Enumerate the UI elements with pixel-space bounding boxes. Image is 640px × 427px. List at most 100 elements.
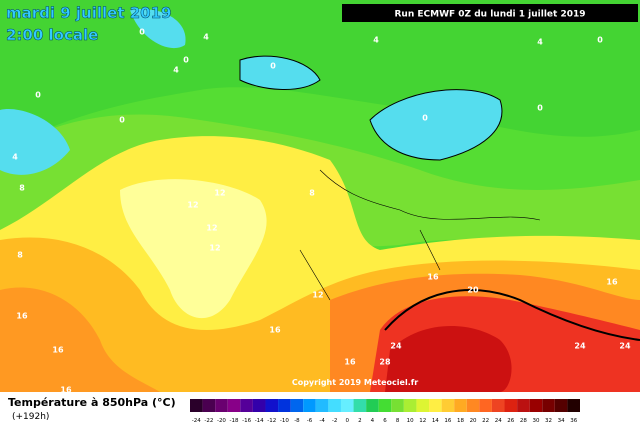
contour-label: 24 bbox=[390, 342, 402, 351]
legend-subtitle: (+192h) bbox=[12, 412, 49, 422]
scale-label: -2 bbox=[332, 418, 337, 424]
scale-label: -4 bbox=[319, 418, 325, 424]
scale-label: 20 bbox=[470, 418, 477, 424]
contour-label: 12 bbox=[187, 201, 198, 210]
scale-label: 0 bbox=[346, 418, 350, 424]
map bbox=[0, 0, 640, 392]
scale-swatch bbox=[227, 399, 241, 412]
scale-label: -14 bbox=[255, 418, 264, 424]
scale-swatch bbox=[567, 399, 580, 412]
contour-label: 0 bbox=[597, 36, 603, 45]
scale-label: 26 bbox=[507, 418, 514, 424]
time: 2:00 locale bbox=[6, 26, 98, 44]
contour-label: 24 bbox=[574, 342, 586, 351]
scale-label: 28 bbox=[520, 418, 527, 424]
scale-swatch bbox=[340, 399, 354, 412]
scale-swatch bbox=[491, 399, 505, 412]
scale-label: 18 bbox=[457, 418, 464, 424]
contour-label: 4 bbox=[373, 36, 379, 45]
scale-label: -22 bbox=[204, 418, 213, 424]
scale-swatch bbox=[517, 399, 530, 412]
scale-label: 34 bbox=[558, 418, 565, 424]
scale-label: -16 bbox=[242, 418, 251, 424]
scale-swatch bbox=[454, 399, 467, 412]
contour-label: 0 bbox=[139, 28, 145, 37]
contour-label: 16 bbox=[52, 346, 64, 355]
color-scale: -24 -22 -20 -18 -16 -14 -12 -10 -8 -6 -4 -2 0 2 4 6 8 10 1… bbox=[190, 399, 580, 424]
contour-label: 16 bbox=[269, 326, 281, 335]
contour-label: 4 bbox=[12, 153, 18, 162]
scale-label: -12 bbox=[267, 418, 276, 424]
scale-swatch bbox=[240, 399, 253, 412]
contour-label: 4 bbox=[173, 66, 179, 75]
contour-label: 16 bbox=[606, 278, 618, 287]
scale-label: 16 bbox=[444, 418, 451, 424]
scale-label: 22 bbox=[482, 418, 489, 424]
run-box bbox=[342, 4, 638, 22]
scale-label: 12 bbox=[419, 418, 426, 424]
contour-label: 0 bbox=[422, 114, 428, 123]
scale-label: 14 bbox=[432, 418, 439, 424]
scale-swatch bbox=[252, 399, 266, 412]
contour-label: 0 bbox=[537, 104, 543, 113]
contour-label: 16 bbox=[344, 358, 356, 367]
copyright: Copyright 2019 Meteociel.fr bbox=[292, 378, 418, 387]
scale-swatch bbox=[378, 399, 392, 412]
contour-label: 16 bbox=[427, 273, 439, 282]
scale-label: 6 bbox=[383, 418, 387, 424]
scale-label: 2 bbox=[358, 418, 362, 424]
contour-label: 20 bbox=[467, 286, 479, 295]
scale-swatch bbox=[429, 399, 442, 412]
contour-label: 0 bbox=[183, 56, 189, 65]
scale-label: 24 bbox=[495, 418, 502, 424]
scale-swatch bbox=[353, 399, 367, 412]
contour-label: 12 bbox=[312, 291, 323, 300]
contour-label: 12 bbox=[209, 244, 220, 253]
contour-label: 16 bbox=[16, 312, 28, 321]
scale-label: 10 bbox=[407, 418, 414, 424]
contour-label: 28 bbox=[379, 358, 391, 367]
scale-swatch bbox=[303, 399, 316, 412]
scale-label: -10 bbox=[280, 418, 289, 424]
scale-swatch bbox=[403, 399, 417, 412]
scale-swatch bbox=[366, 399, 379, 412]
scale-swatch bbox=[215, 399, 228, 412]
scale-swatch bbox=[554, 399, 568, 412]
contour-label: 8 bbox=[19, 184, 25, 193]
date: mardi 9 juillet 2019 bbox=[6, 4, 171, 22]
contour-label: 16 bbox=[60, 386, 72, 395]
scale-swatch bbox=[190, 399, 203, 412]
contour-label: 0 bbox=[119, 116, 125, 125]
scale-swatch bbox=[542, 399, 555, 412]
scale-swatch bbox=[391, 399, 404, 412]
scale-label: 36 bbox=[570, 418, 577, 424]
scale-label: -24 bbox=[192, 418, 201, 424]
contour-label: 24 bbox=[619, 342, 631, 351]
contour-label: 8 bbox=[17, 251, 23, 260]
scale-swatch bbox=[265, 399, 279, 412]
contour-label: 4 bbox=[537, 38, 543, 47]
scale-label: 30 bbox=[532, 418, 539, 424]
scale-swatch bbox=[315, 399, 329, 412]
legend-title: Température à 850hPa (°C) bbox=[8, 396, 176, 409]
scale-swatch bbox=[529, 399, 543, 412]
contour-label: 0 bbox=[35, 91, 41, 100]
contour-label: 0 bbox=[270, 62, 276, 71]
contour-label: 12 bbox=[206, 224, 217, 233]
scale-label: -18 bbox=[230, 418, 239, 424]
scale-label: 8 bbox=[396, 418, 400, 424]
scale-swatch bbox=[479, 399, 492, 412]
scale-label: 32 bbox=[545, 418, 552, 424]
scale-swatch bbox=[466, 399, 480, 412]
scale-swatch bbox=[416, 399, 430, 412]
contour-label: 12 bbox=[214, 189, 225, 198]
scale-swatch bbox=[202, 399, 216, 412]
scale-swatch bbox=[328, 399, 341, 412]
scale-label: -6 bbox=[307, 418, 313, 424]
run-info: Run ECMWF 0Z du lundi 1 juillet 2019 bbox=[395, 10, 586, 20]
contour-label: 8 bbox=[309, 189, 315, 198]
scale-swatch bbox=[504, 399, 518, 412]
scale-swatch bbox=[290, 399, 304, 412]
scale-label: -20 bbox=[217, 418, 226, 424]
